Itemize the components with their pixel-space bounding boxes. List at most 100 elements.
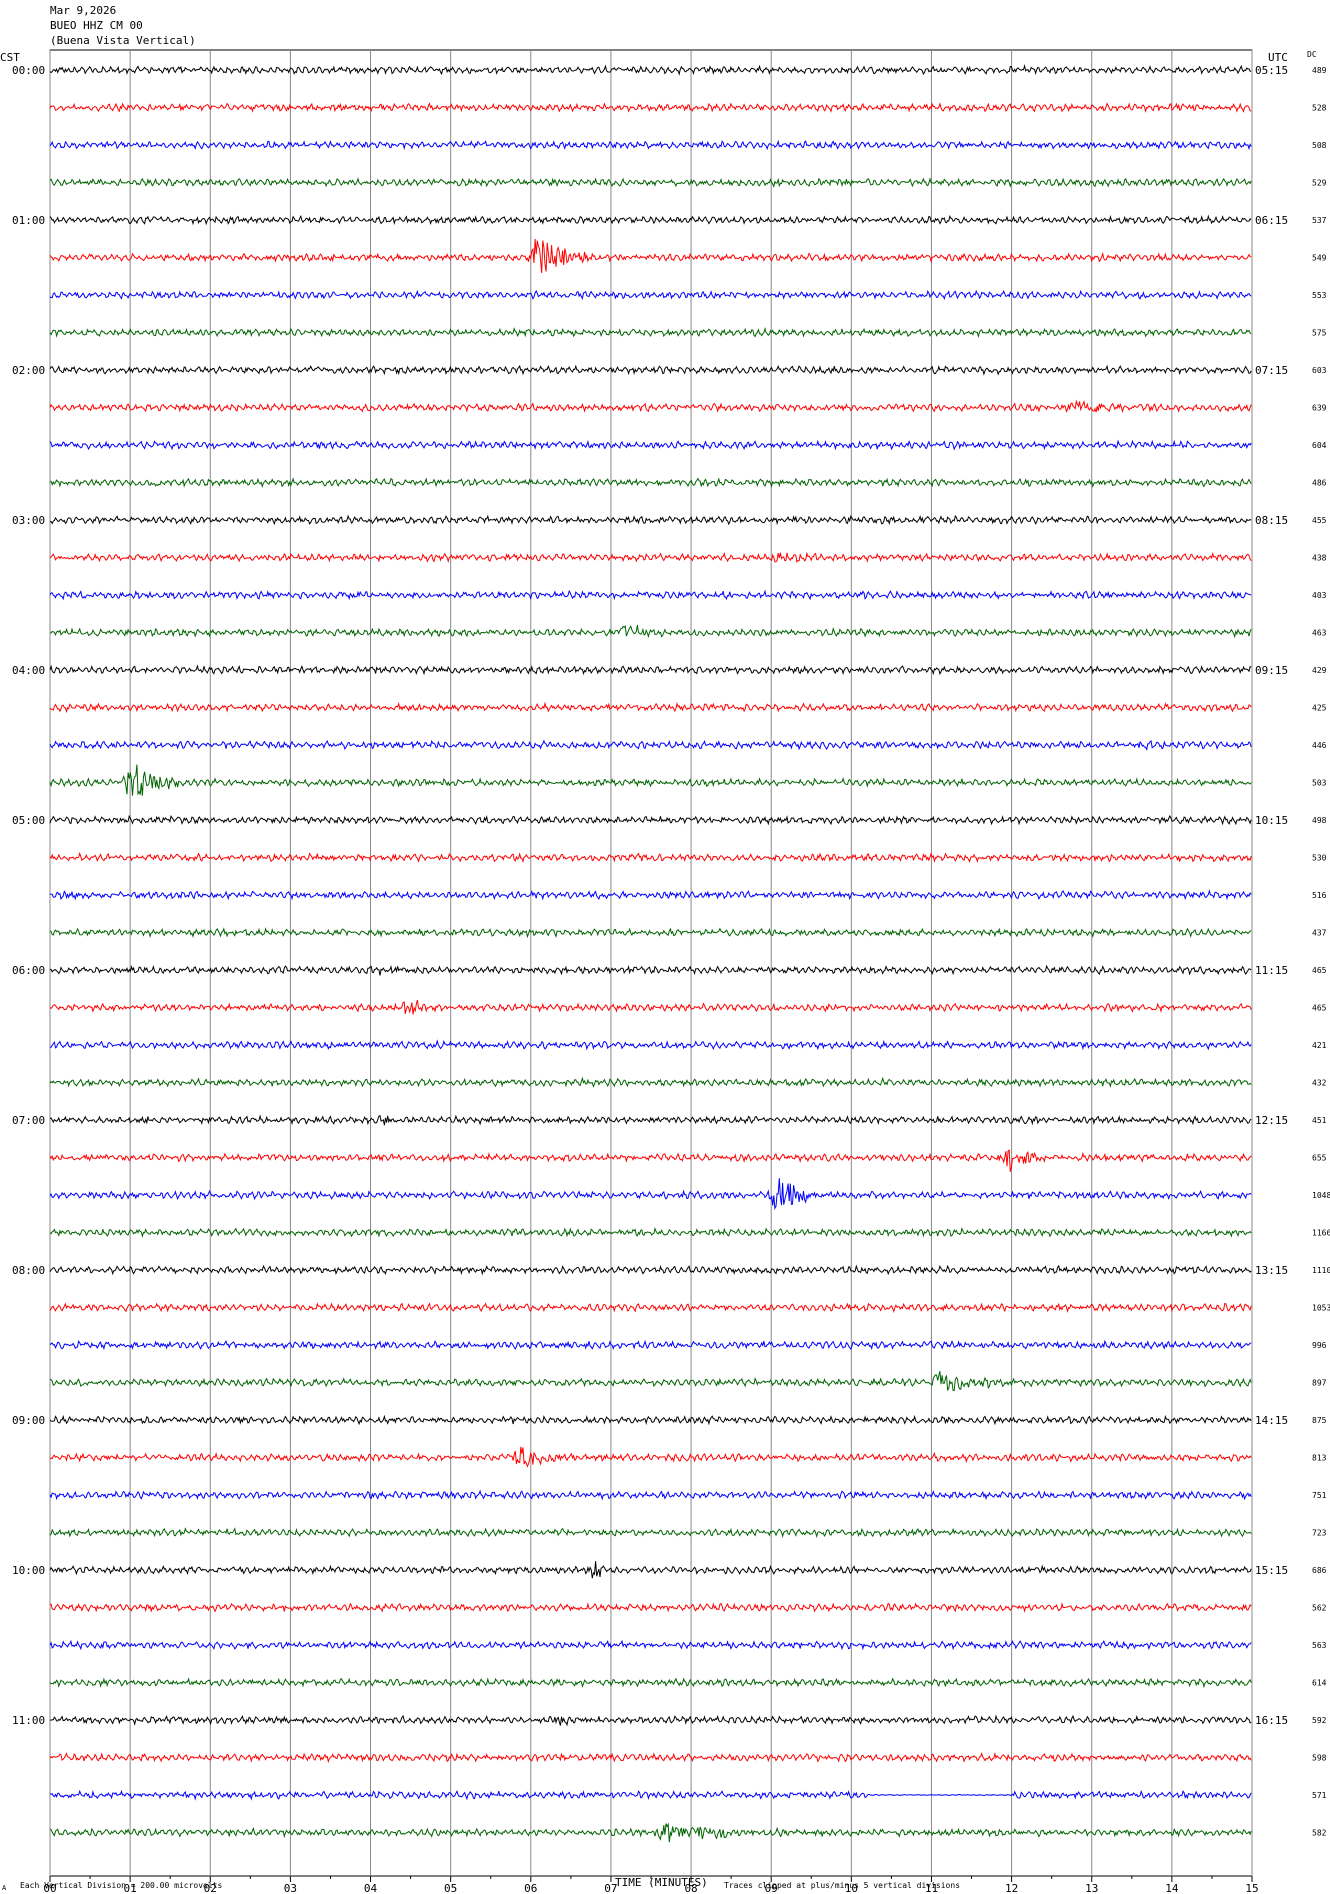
utc-hour-label: 13:15	[1255, 1264, 1288, 1277]
dc-value: 432	[1312, 1079, 1327, 1088]
dc-value: 1110	[1312, 1266, 1330, 1275]
dc-value: 403	[1312, 591, 1327, 600]
dc-value: 455	[1312, 516, 1327, 525]
seismic-trace	[49, 1226, 1252, 1239]
dc-label: DC	[1307, 50, 1317, 59]
seismic-trace	[49, 1178, 1252, 1210]
seismic-trace	[49, 764, 1252, 796]
seismic-trace	[49, 551, 1252, 564]
seismic-trace	[49, 64, 1252, 76]
dc-value: 425	[1312, 704, 1327, 713]
dc-value: 603	[1312, 366, 1327, 375]
seismic-trace	[49, 999, 1252, 1015]
seismic-trace	[49, 1149, 1252, 1172]
seismic-trace	[49, 364, 1252, 376]
utc-hour-label: 05:15	[1255, 64, 1288, 77]
cst-hour-label: 10:00	[12, 1564, 45, 1577]
dc-value: 582	[1312, 1829, 1327, 1838]
dc-value: 451	[1312, 1116, 1327, 1125]
right-axis-label: UTC	[1268, 51, 1288, 64]
seismic-trace	[49, 1527, 1252, 1539]
seismic-trace	[49, 589, 1252, 601]
dc-value: 723	[1312, 1529, 1327, 1538]
seismic-trace	[49, 964, 1252, 976]
utc-hour-label: 09:15	[1255, 664, 1288, 677]
dc-value: 592	[1312, 1716, 1327, 1725]
utc-hour-label: 11:15	[1255, 964, 1288, 977]
dc-value: 686	[1312, 1566, 1327, 1575]
header-date: Mar 9,2026	[50, 4, 117, 17]
seismic-trace	[49, 1302, 1252, 1314]
dc-value: 1048	[1312, 1191, 1330, 1200]
chart-grid	[49, 49, 1253, 1882]
x-tick-label: 10	[845, 1882, 858, 1894]
seismic-trace	[49, 889, 1252, 901]
dc-value: 421	[1312, 1041, 1327, 1050]
dc-value: 503	[1312, 779, 1327, 788]
seismic-trace	[49, 514, 1252, 526]
x-tick-label: 11	[925, 1882, 938, 1894]
seismic-trace	[49, 1822, 1252, 1843]
header-station: BUEO HHZ CM 00	[50, 19, 143, 32]
seismic-trace	[49, 1602, 1252, 1613]
dc-value: 529	[1312, 179, 1327, 188]
seismic-trace	[49, 1264, 1252, 1276]
left-axis-label: CST	[0, 51, 20, 64]
x-tick-label: 14	[1165, 1882, 1179, 1894]
dc-value: 465	[1312, 1004, 1327, 1013]
scale-note: Each Vertical Division = 200.00 microvol…	[20, 1881, 222, 1890]
corner-mark: A	[2, 1884, 7, 1892]
seismic-trace	[49, 399, 1252, 414]
cst-hour-label: 06:00	[12, 964, 45, 977]
seismic-trace	[49, 214, 1252, 226]
dc-value: 446	[1312, 741, 1327, 750]
utc-hour-label: 16:15	[1255, 1714, 1288, 1727]
dc-value: 465	[1312, 966, 1327, 975]
seismic-trace	[49, 1114, 1252, 1126]
dc-value: 516	[1312, 891, 1327, 900]
x-tick-label: 02	[204, 1882, 217, 1894]
dc-value: 614	[1312, 1679, 1327, 1688]
dc-value: 575	[1312, 329, 1327, 338]
dc-value: 508	[1312, 141, 1327, 150]
dc-value: 429	[1312, 666, 1327, 675]
seismic-trace	[49, 1039, 1252, 1051]
seismic-trace	[49, 1639, 1252, 1651]
seismic-trace	[49, 1751, 1252, 1764]
seismic-trace	[49, 177, 1252, 188]
seismic-trace	[49, 1414, 1252, 1426]
dc-value: 553	[1312, 291, 1327, 300]
x-tick-label: 00	[43, 1882, 56, 1894]
clip-note: Traces clipped at plus/minus 5 vertical …	[724, 1881, 960, 1890]
dc-value: 530	[1312, 854, 1327, 863]
seismic-trace	[49, 289, 1252, 301]
seismic-trace	[49, 851, 1252, 864]
x-tick-label: 07	[604, 1882, 617, 1894]
seismic-trace	[49, 1677, 1252, 1689]
seismic-trace	[49, 477, 1252, 488]
seismic-trace	[49, 1446, 1252, 1468]
cst-hour-label: 01:00	[12, 214, 45, 227]
header-location: (Buena Vista Vertical)	[50, 34, 196, 47]
seismic-trace	[49, 1076, 1252, 1089]
seismic-trace	[49, 139, 1252, 151]
dc-value: 437	[1312, 929, 1327, 938]
label-group: 00 01 02 03 04 05 06 07 08 09 10 11 12 13 14 15 00:00 01:…	[12, 64, 1330, 1894]
cst-hour-label: 11:00	[12, 1714, 45, 1727]
seismic-trace	[49, 1489, 1252, 1501]
seismic-trace	[49, 1714, 1252, 1727]
dc-value: 537	[1312, 216, 1327, 225]
cst-hour-label: 09:00	[12, 1414, 45, 1427]
x-tick-label: 09	[765, 1882, 778, 1894]
seismic-trace	[49, 1561, 1252, 1579]
dc-value: 1053	[1312, 1304, 1330, 1313]
seismic-trace	[49, 1371, 1252, 1392]
dc-value: 875	[1312, 1416, 1327, 1425]
seismic-trace	[49, 927, 1252, 939]
seismic-trace	[49, 1789, 1252, 1801]
x-tick-label: 13	[1085, 1882, 1098, 1894]
cst-hour-label: 04:00	[12, 664, 45, 677]
seismic-trace	[49, 701, 1252, 714]
dc-value: 489	[1312, 66, 1327, 75]
